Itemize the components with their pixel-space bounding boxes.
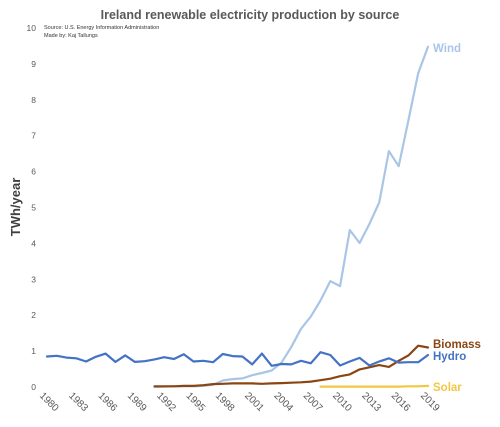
x-tick-label: 2019 [418,390,442,414]
x-tick-label: 2004 [271,390,295,414]
y-tick-label: 2 [31,310,36,320]
y-tick-label: 6 [31,167,36,177]
x-tick-label: 2013 [359,390,383,414]
x-tick-label: 1998 [213,390,237,414]
y-tick-label: 8 [31,95,36,105]
series-line-wind [153,45,430,389]
y-tick-label: 7 [31,131,36,141]
series-line-hydro [45,351,430,367]
x-tick-label: 1986 [96,390,120,414]
x-tick-label: 2016 [389,390,413,414]
plot-area: 0 1 2 3 4 5 6 7 8 9 10 1980 1983 1986 1989 1992 1995 1998… [27,23,481,414]
y-axis-label: TWh/year [8,178,23,237]
credit-note: Made by: Kaj Tallungs [44,33,98,39]
chart-title: Ireland renewable electricity production… [101,8,400,22]
series-label-hydro: Hydro [433,351,466,363]
series-line-biomass [153,344,430,388]
x-tick-label: 2001 [242,390,266,414]
y-tick-label: 5 [31,203,36,213]
series-label-wind: Wind [433,43,461,55]
y-tick-label: 9 [31,59,36,69]
y-tick-label: 1 [31,346,36,356]
y-tick-label: 0 [31,382,36,392]
source-note: Source: U.S. Energy Information Administ… [44,25,159,31]
x-tick-label: 2007 [301,390,325,414]
series-label-solar: Solar [433,382,462,394]
x-tick-label: 1995 [184,390,208,414]
x-tick-label: 1983 [66,390,90,414]
y-tick-label: 10 [27,23,37,33]
series-label-biomass: Biomass [433,339,481,351]
x-tick-label: 1989 [125,390,149,414]
x-tick-label: 2010 [330,390,354,414]
y-tick-label: 4 [31,238,36,248]
x-tick-label: 1992 [154,390,178,414]
x-tick-label: 1980 [37,390,61,414]
y-tick-label: 3 [31,274,36,284]
series-line-solar [319,384,430,388]
